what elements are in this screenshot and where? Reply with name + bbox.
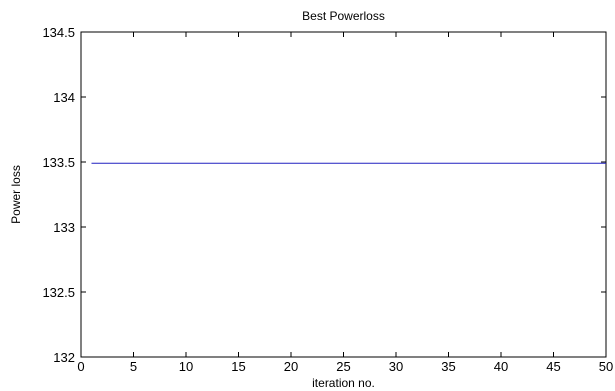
- x-tick-label: 20: [284, 359, 298, 374]
- y-tick-label: 132: [53, 350, 75, 365]
- x-tick-label: 15: [231, 359, 245, 374]
- x-tick-label: 5: [130, 359, 137, 374]
- x-axis-label: iteration no.: [312, 376, 375, 390]
- x-tick-label: 45: [546, 359, 560, 374]
- x-tick-label: 40: [494, 359, 508, 374]
- plot-area: [80, 31, 607, 358]
- x-tick-label: 50: [599, 359, 613, 374]
- y-tick-label: 133.5: [42, 155, 75, 170]
- y-tick-label: 134.5: [42, 25, 75, 40]
- y-axis-label: Power loss: [9, 165, 23, 224]
- x-tick-label: 25: [336, 359, 350, 374]
- x-tick-label: 35: [441, 359, 455, 374]
- y-tick-label: 134: [53, 90, 75, 105]
- x-tick-label: 10: [179, 359, 193, 374]
- y-tick-label: 132.5: [42, 285, 75, 300]
- y-axis-ticks: 132 132.5 133 133.5 134 134.5: [42, 25, 606, 365]
- x-axis-ticks: 0 5 10 15 20 25 30 35 40 45 50: [77, 32, 613, 374]
- x-tick-label: 30: [389, 359, 403, 374]
- y-tick-label: 133: [53, 220, 75, 235]
- chart-title: Best Powerloss: [302, 9, 385, 23]
- x-tick-label: 0: [77, 359, 84, 374]
